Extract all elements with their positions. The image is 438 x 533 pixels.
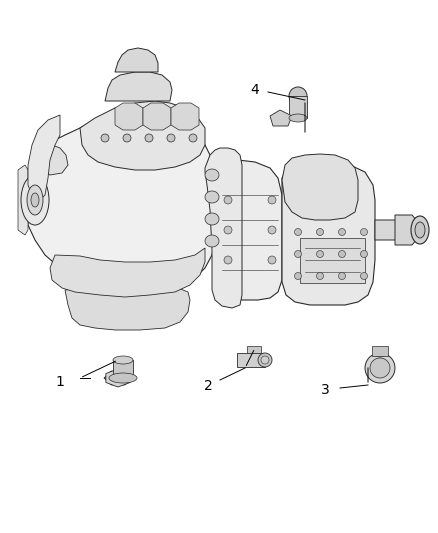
Polygon shape bbox=[111, 371, 125, 378]
Polygon shape bbox=[171, 103, 199, 130]
Ellipse shape bbox=[360, 272, 367, 279]
Polygon shape bbox=[111, 378, 125, 385]
Ellipse shape bbox=[123, 134, 131, 142]
Ellipse shape bbox=[101, 134, 109, 142]
Ellipse shape bbox=[339, 229, 346, 236]
Text: 1: 1 bbox=[56, 375, 64, 389]
Polygon shape bbox=[104, 371, 118, 378]
Ellipse shape bbox=[21, 175, 49, 225]
Ellipse shape bbox=[205, 191, 219, 203]
Text: 3: 3 bbox=[321, 383, 329, 397]
Bar bbox=[113, 360, 133, 378]
Polygon shape bbox=[215, 160, 282, 300]
Ellipse shape bbox=[317, 251, 324, 257]
Polygon shape bbox=[65, 286, 190, 330]
Ellipse shape bbox=[268, 226, 276, 234]
Ellipse shape bbox=[167, 134, 175, 142]
Ellipse shape bbox=[268, 256, 276, 264]
Ellipse shape bbox=[205, 169, 219, 181]
Ellipse shape bbox=[113, 356, 133, 364]
Polygon shape bbox=[28, 110, 215, 292]
Polygon shape bbox=[28, 115, 60, 200]
Polygon shape bbox=[115, 48, 158, 72]
Polygon shape bbox=[205, 148, 242, 308]
Polygon shape bbox=[80, 101, 205, 170]
Polygon shape bbox=[282, 154, 358, 220]
Ellipse shape bbox=[224, 256, 232, 264]
Ellipse shape bbox=[224, 226, 232, 234]
Polygon shape bbox=[106, 369, 130, 387]
Ellipse shape bbox=[374, 349, 386, 357]
Ellipse shape bbox=[411, 216, 429, 244]
Ellipse shape bbox=[317, 229, 324, 236]
Ellipse shape bbox=[294, 272, 301, 279]
Ellipse shape bbox=[261, 356, 269, 364]
Polygon shape bbox=[118, 378, 132, 385]
Ellipse shape bbox=[289, 87, 307, 105]
Polygon shape bbox=[104, 378, 118, 385]
Ellipse shape bbox=[365, 353, 395, 383]
Ellipse shape bbox=[339, 251, 346, 257]
Ellipse shape bbox=[224, 196, 232, 204]
Ellipse shape bbox=[145, 134, 153, 142]
Ellipse shape bbox=[189, 134, 197, 142]
Ellipse shape bbox=[415, 222, 425, 238]
Text: 2: 2 bbox=[204, 379, 212, 393]
Ellipse shape bbox=[205, 235, 219, 247]
Ellipse shape bbox=[258, 353, 272, 367]
Polygon shape bbox=[375, 220, 400, 240]
Polygon shape bbox=[118, 371, 132, 378]
Polygon shape bbox=[282, 162, 375, 305]
Bar bbox=[289, 96, 307, 118]
Bar bbox=[247, 346, 261, 353]
Ellipse shape bbox=[360, 251, 367, 257]
Text: 4: 4 bbox=[251, 83, 259, 97]
Bar bbox=[237, 353, 265, 367]
Bar bbox=[300, 238, 365, 283]
Polygon shape bbox=[115, 103, 143, 130]
Ellipse shape bbox=[294, 251, 301, 257]
Ellipse shape bbox=[317, 272, 324, 279]
Polygon shape bbox=[40, 145, 68, 175]
Ellipse shape bbox=[268, 196, 276, 204]
Ellipse shape bbox=[370, 358, 390, 378]
Ellipse shape bbox=[339, 272, 346, 279]
Bar bbox=[372, 346, 388, 356]
Polygon shape bbox=[105, 72, 172, 101]
Ellipse shape bbox=[27, 185, 43, 215]
Ellipse shape bbox=[109, 373, 137, 383]
Polygon shape bbox=[50, 248, 205, 297]
Ellipse shape bbox=[289, 114, 307, 122]
Polygon shape bbox=[270, 110, 292, 126]
Polygon shape bbox=[395, 215, 418, 245]
Ellipse shape bbox=[360, 229, 367, 236]
Polygon shape bbox=[18, 165, 28, 235]
Ellipse shape bbox=[205, 213, 219, 225]
Ellipse shape bbox=[294, 229, 301, 236]
Polygon shape bbox=[143, 103, 171, 130]
Ellipse shape bbox=[31, 193, 39, 207]
